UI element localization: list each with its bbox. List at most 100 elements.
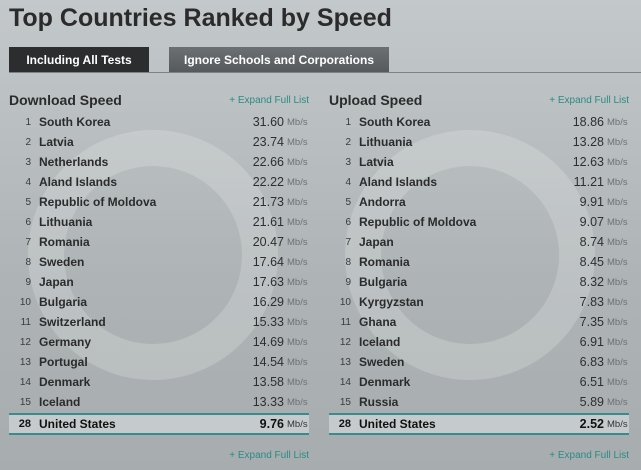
- speed-value: 14.54: [252, 355, 284, 369]
- country-name: Republic of Moldova: [359, 215, 477, 229]
- speed-value: 17.64: [252, 255, 284, 269]
- table-row: 1 South Korea 31.60 Mb/s: [9, 112, 309, 132]
- highlighted-country-row: 28 United States 2.52 Mb/s: [329, 413, 629, 435]
- table-row: 11 Switzerland 15.33 Mb/s: [9, 312, 309, 332]
- speed-value: 9.76: [259, 417, 284, 431]
- rank: 4: [345, 176, 351, 188]
- rank: 1: [25, 116, 31, 128]
- country-name: Iceland: [359, 335, 401, 349]
- table-row: 10 Bulgaria 16.29 Mb/s: [9, 292, 309, 312]
- rank: 8: [25, 256, 31, 268]
- rank: 5: [25, 196, 31, 208]
- country-name: Portugal: [39, 355, 88, 369]
- country-name: Latvia: [359, 155, 394, 169]
- upload-heading: Upload Speed: [329, 92, 423, 108]
- table-row: 6 Lithuania 21.61 Mb/s: [9, 212, 309, 232]
- country-name: Lithuania: [359, 135, 413, 149]
- speed-unit: Mb/s: [287, 236, 308, 248]
- speed-unit: Mb/s: [607, 376, 628, 388]
- expand-full-list-link[interactable]: + Expand Full List: [549, 95, 629, 106]
- table-row: 4 Aland Islands 22.22 Mb/s: [9, 172, 309, 192]
- rank: 12: [339, 336, 351, 348]
- speed-unit: Mb/s: [287, 216, 308, 228]
- country-name: Germany: [39, 335, 92, 349]
- speed-unit: Mb/s: [607, 336, 628, 348]
- rank: 14: [339, 376, 351, 388]
- table-row: 5 Andorra 9.91 Mb/s: [329, 192, 629, 212]
- speed-value: 13.33: [252, 395, 284, 409]
- speed-unit: Mb/s: [287, 336, 308, 348]
- speed-value: 13.58: [252, 375, 284, 389]
- table-row: 2 Latvia 23.74 Mb/s: [9, 132, 309, 152]
- speed-value: 21.61: [252, 215, 284, 229]
- rank: 13: [339, 356, 351, 368]
- table-row: 15 Iceland 13.33 Mb/s: [9, 392, 309, 412]
- country-name: Romania: [39, 235, 90, 249]
- country-name: Aland Islands: [359, 175, 438, 189]
- speed-unit: Mb/s: [607, 276, 628, 288]
- speed-value: 6.83: [579, 355, 604, 369]
- rank: 2: [25, 136, 31, 148]
- speed-value: 6.91: [579, 335, 604, 349]
- speed-value: 31.60: [252, 115, 284, 129]
- expand-full-list-link-bottom[interactable]: + Expand Full List: [549, 450, 629, 461]
- speed-unit: Mb/s: [607, 296, 628, 308]
- table-row: 14 Denmark 6.51 Mb/s: [329, 372, 629, 392]
- speed-value: 14.69: [252, 335, 284, 349]
- speed-value: 8.32: [579, 275, 604, 289]
- rank: 6: [25, 216, 31, 228]
- tab-including-all-tests[interactable]: Including All Tests: [9, 47, 149, 73]
- table-row: 10 Kyrgyzstan 7.83 Mb/s: [329, 292, 629, 312]
- country-name: Lithuania: [39, 215, 93, 229]
- download-heading: Download Speed: [9, 92, 122, 108]
- table-row: 3 Netherlands 22.66 Mb/s: [9, 152, 309, 172]
- table-row: 9 Japan 17.63 Mb/s: [9, 272, 309, 292]
- table-row: 2 Lithuania 13.28 Mb/s: [329, 132, 629, 152]
- speed-value: 6.51: [579, 375, 604, 389]
- speed-unit: Mb/s: [607, 136, 628, 148]
- country-name: Sweden: [359, 355, 405, 369]
- speed-unit: Mb/s: [287, 156, 308, 168]
- rank: 15: [339, 396, 351, 408]
- country-name: Denmark: [359, 375, 411, 389]
- table-row: 4 Aland Islands 11.21 Mb/s: [329, 172, 629, 192]
- rank: 5: [345, 196, 351, 208]
- rank: 9: [345, 276, 351, 288]
- table-row: 13 Portugal 14.54 Mb/s: [9, 352, 309, 372]
- speed-value: 20.47: [252, 235, 284, 249]
- speed-value: 9.07: [579, 215, 604, 229]
- upload-speed-panel: Upload Speed + Expand Full List 1 South …: [329, 90, 629, 435]
- country-name: United States: [39, 417, 116, 431]
- rank: 1: [345, 116, 351, 128]
- speed-unit: Mb/s: [287, 276, 308, 288]
- table-row: 12 Germany 14.69 Mb/s: [9, 332, 309, 352]
- table-row: 8 Romania 8.45 Mb/s: [329, 252, 629, 272]
- expand-full-list-link-bottom[interactable]: + Expand Full List: [229, 450, 309, 461]
- table-row: 13 Sweden 6.83 Mb/s: [329, 352, 629, 372]
- speed-unit: Mb/s: [287, 256, 308, 268]
- tab-ignore-schools-corporations[interactable]: Ignore Schools and Corporations: [169, 47, 389, 73]
- rank: 7: [345, 236, 351, 248]
- speed-unit: Mb/s: [287, 376, 308, 388]
- country-name: Russia: [359, 395, 399, 409]
- speed-value: 23.74: [252, 135, 284, 149]
- country-name: Netherlands: [39, 155, 109, 169]
- speed-value: 21.73: [252, 195, 284, 209]
- table-row: 5 Republic of Moldova 21.73 Mb/s: [9, 192, 309, 212]
- table-row: 15 Russia 5.89 Mb/s: [329, 392, 629, 412]
- expand-full-list-link[interactable]: + Expand Full List: [229, 95, 309, 106]
- speed-value: 22.66: [252, 155, 284, 169]
- speed-unit: Mb/s: [607, 396, 628, 408]
- rank: 15: [19, 396, 31, 408]
- rank: 10: [339, 296, 351, 308]
- rank: 3: [345, 156, 351, 168]
- country-name: Bulgaria: [359, 275, 408, 289]
- rank: 10: [19, 296, 31, 308]
- speed-unit: Mb/s: [287, 136, 308, 148]
- speed-value: 13.28: [572, 135, 604, 149]
- speed-unit: Mb/s: [607, 356, 628, 368]
- table-row: 7 Japan 8.74 Mb/s: [329, 232, 629, 252]
- country-name: South Korea: [39, 115, 111, 129]
- speed-unit: Mb/s: [287, 418, 308, 430]
- speed-unit: Mb/s: [607, 176, 628, 188]
